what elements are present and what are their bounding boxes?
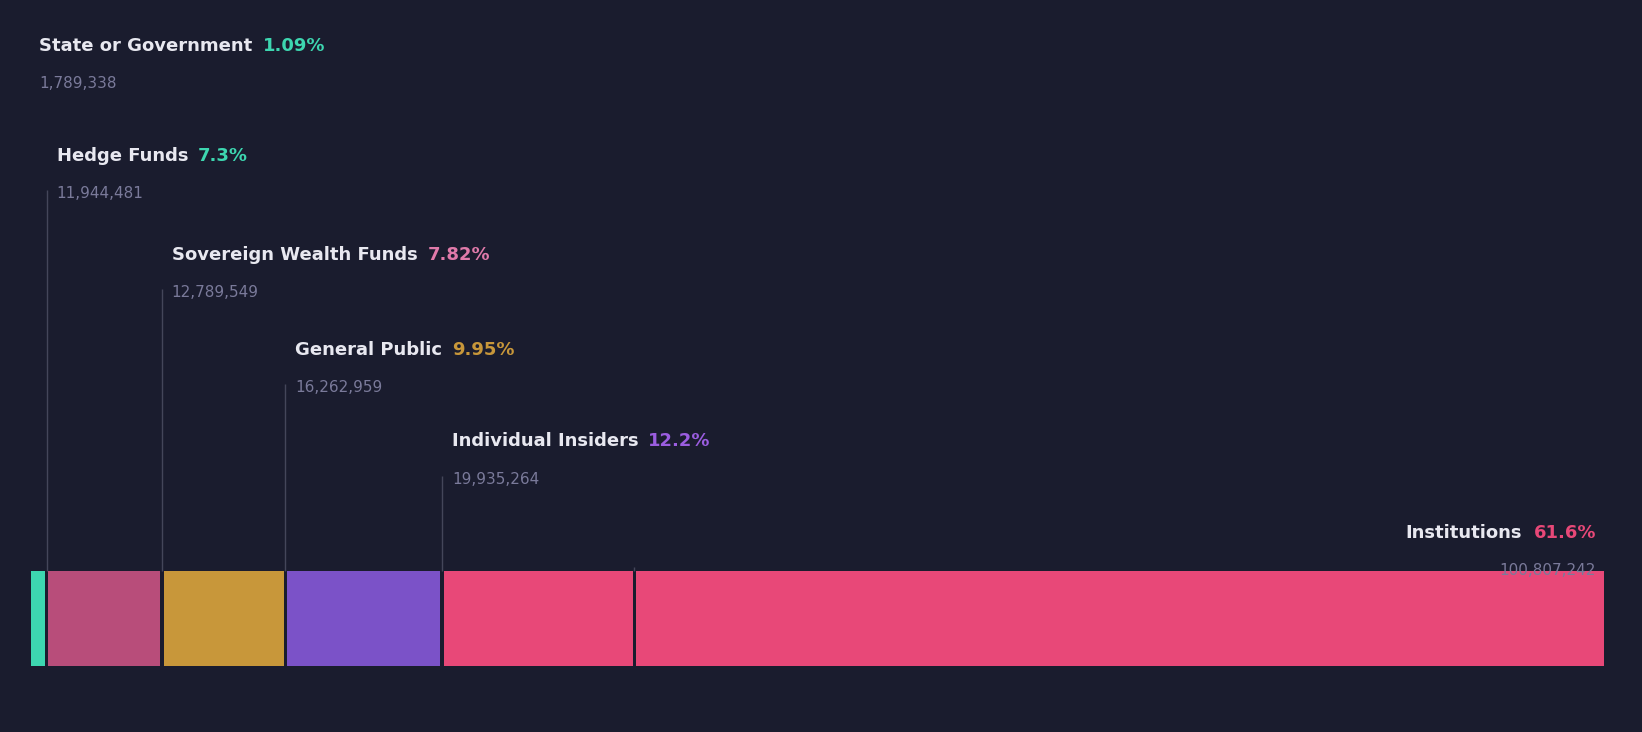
Text: Institutions: Institutions [1406,523,1522,542]
Bar [443,571,632,666]
Text: 7.82%: 7.82% [427,245,489,264]
Text: 16,262,959: 16,262,959 [296,381,383,395]
Bar [635,571,1604,666]
Text: Hedge Funds: Hedge Funds [56,146,189,165]
Text: 12.2%: 12.2% [649,432,711,450]
Text: Sovereign Wealth Funds: Sovereign Wealth Funds [172,245,417,264]
Text: 1,789,338: 1,789,338 [39,77,117,92]
Text: State or Government: State or Government [39,37,253,55]
Bar [287,571,440,666]
Bar [164,571,284,666]
Text: General Public: General Public [296,340,442,359]
Text: 7.3%: 7.3% [199,146,248,165]
Text: 19,935,264: 19,935,264 [452,472,539,487]
Bar [31,571,44,666]
Text: 1.09%: 1.09% [263,37,325,55]
Text: 11,944,481: 11,944,481 [56,187,143,201]
Text: 100,807,242: 100,807,242 [1499,564,1596,578]
Text: 12,789,549: 12,789,549 [172,285,259,300]
Bar [48,571,161,666]
Text: 9.95%: 9.95% [452,340,514,359]
Text: Individual Insiders: Individual Insiders [452,432,639,450]
Text: 61.6%: 61.6% [1534,523,1596,542]
